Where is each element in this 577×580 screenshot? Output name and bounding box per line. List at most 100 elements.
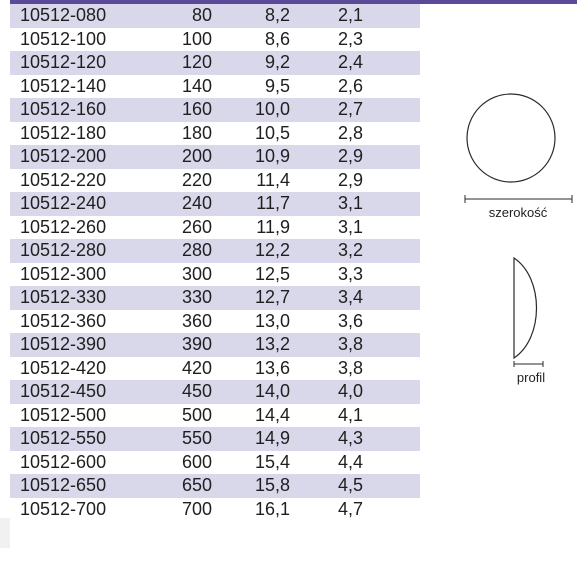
product-code-cell: 10512-260 xyxy=(10,215,155,239)
table-row: 10512-280 280 12,2 3,2 xyxy=(10,239,420,263)
profile-cell: 3,4 xyxy=(290,286,363,310)
size-cell: 200 xyxy=(155,145,212,169)
top-accent-rule xyxy=(10,0,577,4)
row-spacer xyxy=(363,168,420,192)
left-edge-mark xyxy=(0,518,10,548)
table-row: 10512-080 80 8,2 2,1 xyxy=(10,4,420,28)
width-cell: 12,5 xyxy=(212,262,290,286)
product-code-cell: 10512-120 xyxy=(10,51,155,75)
profile-cell: 4,3 xyxy=(290,427,363,451)
table-row: 10512-260 260 11,9 3,1 xyxy=(10,215,420,239)
profile-cell: 2,4 xyxy=(290,51,363,75)
profile-cell: 2,6 xyxy=(290,74,363,98)
table-row: 10512-550 550 14,9 4,3 xyxy=(10,427,420,451)
table-row: 10512-200 200 10,9 2,9 xyxy=(10,145,420,169)
table-row: 10512-300 300 12,5 3,3 xyxy=(10,262,420,286)
product-code-cell: 10512-280 xyxy=(10,239,155,263)
size-cell: 330 xyxy=(155,286,212,310)
width-cell: 11,7 xyxy=(212,192,290,216)
size-cell: 300 xyxy=(155,262,212,286)
width-cell: 13,2 xyxy=(212,333,290,357)
profile-cell: 4,4 xyxy=(290,450,363,474)
product-code-cell: 10512-160 xyxy=(10,98,155,122)
table-row: 10512-220 220 11,4 2,9 xyxy=(10,168,420,192)
product-code-cell: 10512-180 xyxy=(10,121,155,145)
circle-outline xyxy=(466,93,556,183)
table-row: 10512-180 180 10,5 2,8 xyxy=(10,121,420,145)
profile-diagram: profil xyxy=(513,256,545,385)
row-spacer xyxy=(363,380,420,404)
table-row: 10512-120 120 9,2 2,4 xyxy=(10,51,420,75)
width-cell: 16,1 xyxy=(212,497,290,521)
size-cell: 240 xyxy=(155,192,212,216)
width-cell: 15,8 xyxy=(212,474,290,498)
size-cell: 390 xyxy=(155,333,212,357)
table-row: 10512-700 700 16,1 4,7 xyxy=(10,497,420,521)
width-cell: 11,9 xyxy=(212,215,290,239)
row-spacer xyxy=(363,356,420,380)
row-spacer xyxy=(363,474,420,498)
table-row: 10512-240 240 11,7 3,1 xyxy=(10,192,420,216)
product-code-cell: 10512-420 xyxy=(10,356,155,380)
table-row: 10512-360 360 13,0 3,6 xyxy=(10,309,420,333)
width-cell: 10,5 xyxy=(212,121,290,145)
spec-table: 10512-080 80 8,2 2,1 10512-100 100 8,6 2… xyxy=(10,4,420,521)
width-cell: 12,7 xyxy=(212,286,290,310)
row-spacer xyxy=(363,450,420,474)
row-spacer xyxy=(363,333,420,357)
size-cell: 700 xyxy=(155,497,212,521)
width-cell: 9,2 xyxy=(212,51,290,75)
table-row: 10512-600 600 15,4 4,4 xyxy=(10,450,420,474)
table-row: 10512-420 420 13,6 3,8 xyxy=(10,356,420,380)
profile-cell: 3,8 xyxy=(290,333,363,357)
row-spacer xyxy=(363,239,420,263)
row-spacer xyxy=(363,121,420,145)
row-spacer xyxy=(363,497,420,521)
spec-table-body: 10512-080 80 8,2 2,1 10512-100 100 8,6 2… xyxy=(10,4,420,521)
row-spacer xyxy=(363,51,420,75)
width-cell: 13,0 xyxy=(212,309,290,333)
size-cell: 220 xyxy=(155,168,212,192)
product-code-cell: 10512-650 xyxy=(10,474,155,498)
size-cell: 450 xyxy=(155,380,212,404)
row-spacer xyxy=(363,309,420,333)
width-cell: 9,5 xyxy=(212,74,290,98)
size-cell: 600 xyxy=(155,450,212,474)
size-cell: 360 xyxy=(155,309,212,333)
row-spacer xyxy=(363,145,420,169)
width-cell: 11,4 xyxy=(212,168,290,192)
size-cell: 100 xyxy=(155,27,212,51)
table-row: 10512-160 160 10,0 2,7 xyxy=(10,98,420,122)
width-cell: 15,4 xyxy=(212,450,290,474)
size-cell: 160 xyxy=(155,98,212,122)
product-code-cell: 10512-220 xyxy=(10,168,155,192)
profile-cell: 3,6 xyxy=(290,309,363,333)
table-row: 10512-100 100 8,6 2,3 xyxy=(10,27,420,51)
size-cell: 550 xyxy=(155,427,212,451)
product-code-cell: 10512-600 xyxy=(10,450,155,474)
row-spacer xyxy=(363,192,420,216)
profile-cell: 4,1 xyxy=(290,403,363,427)
row-spacer xyxy=(363,74,420,98)
width-cell: 8,2 xyxy=(212,4,290,28)
row-spacer xyxy=(363,98,420,122)
width-cell: 14,4 xyxy=(212,403,290,427)
profile-cell: 3,1 xyxy=(290,215,363,239)
size-cell: 280 xyxy=(155,239,212,263)
profile-cell: 4,7 xyxy=(290,497,363,521)
product-code-cell: 10512-240 xyxy=(10,192,155,216)
profile-cell: 2,9 xyxy=(290,145,363,169)
table-row: 10512-500 500 14,4 4,1 xyxy=(10,403,420,427)
product-code-cell: 10512-140 xyxy=(10,74,155,98)
width-cell: 10,9 xyxy=(212,145,290,169)
table-row: 10512-140 140 9,5 2,6 xyxy=(10,74,420,98)
size-cell: 180 xyxy=(155,121,212,145)
profile-cell: 4,0 xyxy=(290,380,363,404)
profile-cell: 3,8 xyxy=(290,356,363,380)
row-spacer xyxy=(363,286,420,310)
size-cell: 500 xyxy=(155,403,212,427)
row-spacer xyxy=(363,403,420,427)
row-spacer xyxy=(363,427,420,451)
size-cell: 260 xyxy=(155,215,212,239)
width-cell: 8,6 xyxy=(212,27,290,51)
